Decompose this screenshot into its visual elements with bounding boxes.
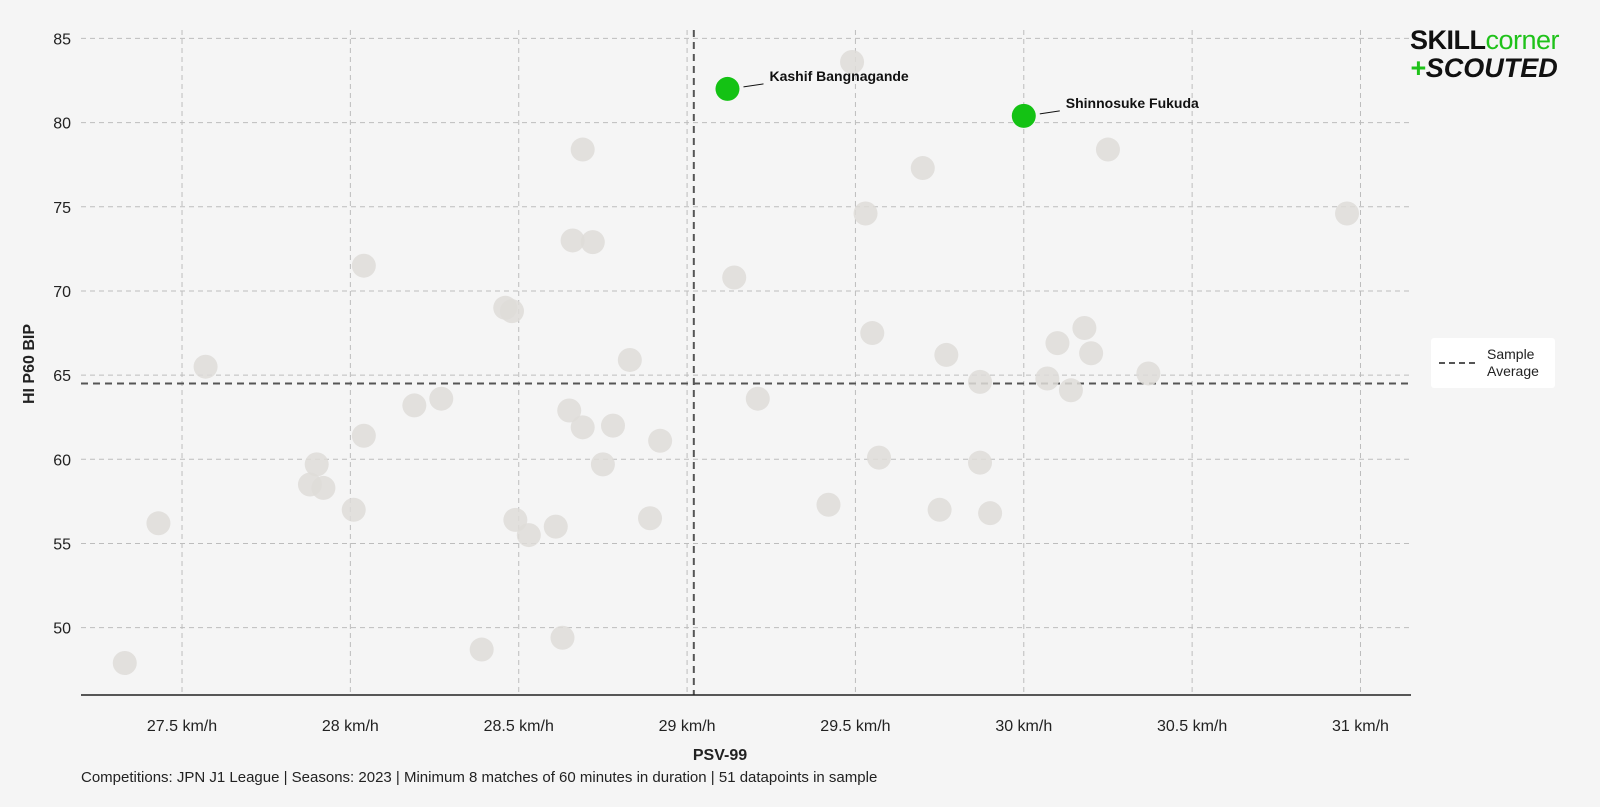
data-point — [1035, 366, 1060, 391]
brand-logo: SKILLcorner +SCOUTED — [1410, 26, 1580, 82]
data-point — [860, 321, 885, 346]
logo-plus-text: + — [1410, 53, 1426, 83]
annotation-leader — [743, 83, 764, 88]
data-point — [1095, 137, 1120, 162]
data-point — [968, 450, 993, 475]
data-point — [402, 393, 427, 418]
x-tick-label: 27.5 km/h — [147, 718, 217, 735]
y-axis-title: HI P60 BIP — [21, 324, 38, 404]
y-tick-label: 70 — [53, 284, 71, 301]
footer-note: Competitions: JPN J1 League | Seasons: 2… — [81, 769, 878, 786]
y-tick-label: 85 — [53, 31, 71, 48]
data-point — [469, 637, 494, 662]
highlighted-point — [715, 76, 740, 101]
data-point — [590, 452, 615, 477]
logo-scouted-text: SCOUTED — [1425, 53, 1558, 83]
data-point — [648, 428, 673, 453]
data-point — [1058, 378, 1083, 403]
point-annotation: Shinnosuke Fukuda — [1066, 95, 1199, 111]
x-tick-label: 30.5 km/h — [1157, 718, 1227, 735]
data-point — [601, 413, 625, 438]
logo-line-1: SKILLcorner — [1410, 26, 1580, 54]
data-point — [146, 511, 171, 536]
highlighted-point — [1011, 103, 1036, 128]
data-point — [910, 156, 935, 181]
data-point — [638, 506, 663, 531]
logo-corner-text: corner — [1485, 25, 1560, 55]
x-axis-title: PSV-99 — [693, 747, 747, 764]
data-point — [311, 475, 336, 500]
data-point — [499, 299, 524, 324]
x-tick-label: 28 km/h — [322, 718, 379, 735]
legend-dash-swatch — [1439, 362, 1475, 364]
y-tick-label: 65 — [53, 368, 71, 385]
data-point — [934, 342, 959, 367]
data-point — [516, 523, 541, 548]
data-point — [570, 137, 595, 162]
data-point — [1136, 361, 1161, 386]
grid-lines — [81, 30, 1411, 695]
highlighted-points: Kashif Bangnagande Shinnosuke Fukuda — [715, 68, 1199, 128]
annotation-leader — [1039, 110, 1060, 115]
y-tick-label: 80 — [53, 116, 71, 133]
data-point — [429, 386, 454, 411]
data-point — [112, 651, 137, 676]
data-point — [840, 49, 865, 74]
data-point — [570, 415, 595, 440]
data-point — [557, 398, 582, 423]
data-point — [745, 386, 770, 411]
x-tick-label: 29 km/h — [659, 718, 716, 735]
point-annotation: Kashif Bangnagande — [769, 68, 908, 84]
data-point — [1072, 315, 1097, 340]
logo-line-2: +SCOUTED — [1410, 54, 1580, 82]
data-point — [853, 201, 878, 226]
x-tick-label: 29.5 km/h — [820, 718, 890, 735]
legend: Sample Average — [1431, 338, 1555, 388]
data-point — [1079, 341, 1104, 366]
data-point — [816, 492, 841, 517]
sample-average-lines — [81, 30, 1411, 695]
data-point — [550, 625, 575, 650]
data-point — [193, 354, 218, 379]
data-point — [927, 497, 952, 522]
data-point — [304, 452, 329, 477]
x-tick-label: 31 km/h — [1332, 718, 1389, 735]
data-point — [1335, 201, 1360, 226]
data-point — [543, 514, 568, 539]
data-point — [580, 230, 605, 255]
y-tick-label: 75 — [53, 200, 71, 217]
data-points — [112, 49, 1360, 676]
y-tick-label: 55 — [53, 536, 71, 553]
data-point — [978, 501, 1003, 526]
x-tick-label: 28.5 km/h — [484, 718, 554, 735]
data-point — [968, 369, 993, 394]
data-point — [341, 497, 366, 522]
x-tick-label: 30 km/h — [995, 718, 1052, 735]
y-tick-label: 60 — [53, 452, 71, 469]
data-point — [351, 423, 376, 448]
legend-label: Sample Average — [1487, 346, 1539, 379]
y-tick-label: 50 — [53, 621, 71, 638]
data-point — [1045, 331, 1070, 356]
tick-labels: 27.5 km/h 28 km/h 28.5 km/h 29 km/h 29.5 km/… — [53, 31, 1389, 735]
data-point — [867, 445, 891, 470]
logo-skill-text: SKILL — [1410, 25, 1486, 55]
data-point — [560, 228, 585, 253]
data-point — [351, 253, 376, 278]
data-point — [617, 347, 642, 372]
data-point — [722, 265, 747, 290]
